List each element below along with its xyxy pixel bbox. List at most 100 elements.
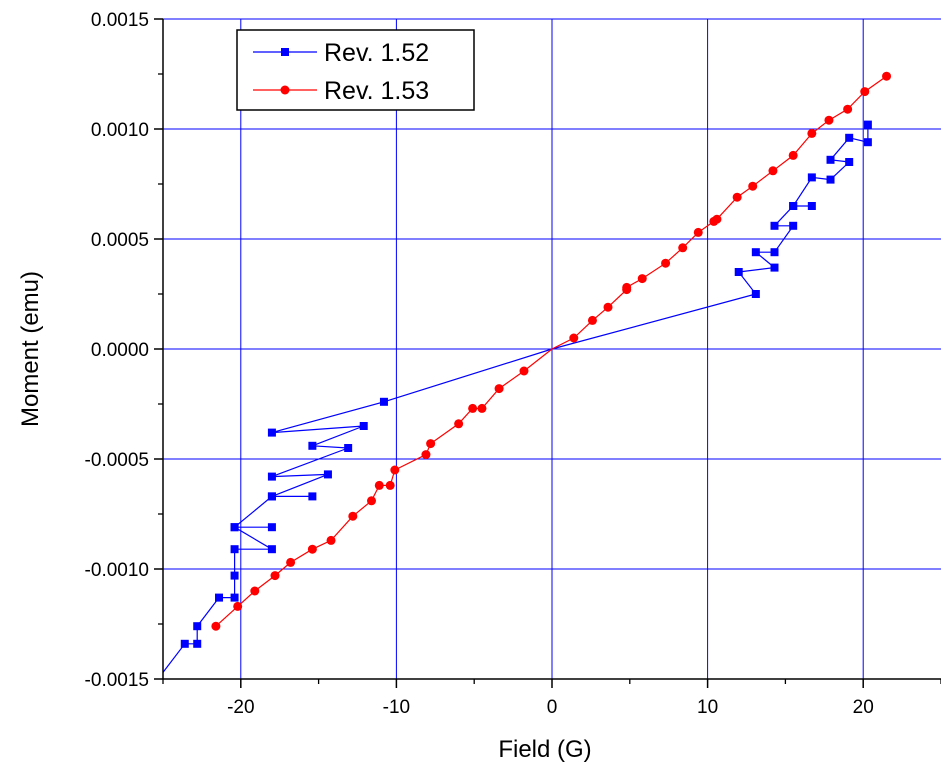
y-tick-label: 0.0010 xyxy=(91,120,149,141)
data-point-square xyxy=(863,120,872,129)
data-point-circle xyxy=(569,333,579,343)
legend-entry-rev-1-52: Rev. 1.52 xyxy=(253,39,429,67)
data-point-square xyxy=(267,472,276,481)
data-point-circle xyxy=(421,450,431,460)
data-point-square xyxy=(230,593,239,602)
x-tick-label: 0 xyxy=(547,697,558,718)
y-tick-label: -0.0015 xyxy=(85,670,149,691)
data-point-square xyxy=(230,571,239,580)
y-tick-label: 0.0005 xyxy=(91,230,149,251)
data-point-square xyxy=(789,202,798,210)
data-point-circle xyxy=(622,282,632,292)
data-point-circle xyxy=(748,181,758,191)
x-axis-title: Field (G) xyxy=(498,736,591,763)
legend: Rev. 1.52 Rev. 1.53 xyxy=(236,29,475,111)
legend-entry-rev-1-53: Rev. 1.53 xyxy=(253,77,429,105)
data-point-square xyxy=(379,397,388,406)
data-point-square xyxy=(770,221,779,230)
data-point-circle xyxy=(637,274,647,284)
data-point-circle xyxy=(732,192,742,202)
y-tick-label: -0.0005 xyxy=(85,450,149,471)
data-point-circle xyxy=(519,366,529,376)
data-point-square xyxy=(323,470,332,479)
data-point-circle xyxy=(807,128,817,138)
data-point-square xyxy=(215,593,224,602)
data-point-square xyxy=(734,268,743,276)
data-point-circle xyxy=(678,243,688,253)
data-point-square xyxy=(751,248,760,257)
series-layer xyxy=(163,71,892,673)
legend-label: Rev. 1.53 xyxy=(324,77,429,105)
data-point-circle xyxy=(860,87,870,97)
data-point-square xyxy=(308,441,317,450)
ticks: -20 -10 0 10 20 -0.0015 -0.0010 -0.0005 0.0000 0.… xyxy=(85,10,941,718)
data-point-circle xyxy=(385,480,395,490)
y-tick-label: -0.0010 xyxy=(85,560,149,581)
data-point-circle xyxy=(712,214,722,224)
data-point-square xyxy=(267,545,276,554)
data-point-circle xyxy=(286,557,296,567)
data-point-circle xyxy=(426,439,436,449)
data-point-square xyxy=(267,428,276,437)
data-point-square xyxy=(807,202,816,210)
series-rev-1-53 xyxy=(211,71,892,631)
data-point-square xyxy=(193,639,202,648)
data-point-circle xyxy=(390,465,400,475)
data-point-square xyxy=(845,158,854,166)
data-point-square xyxy=(308,492,317,501)
data-point-circle xyxy=(250,586,260,596)
data-point-square xyxy=(267,523,276,532)
legend-box xyxy=(236,29,475,111)
data-point-square xyxy=(359,422,368,430)
data-point-circle xyxy=(233,601,243,611)
series-line xyxy=(163,124,869,673)
data-point-square xyxy=(845,133,854,142)
data-point-square xyxy=(193,622,202,631)
data-point-square xyxy=(267,492,276,501)
data-point-square xyxy=(826,175,835,184)
y-axis-title: Moment (emu) xyxy=(17,271,44,427)
data-point-circle xyxy=(270,571,280,581)
data-point-circle xyxy=(307,544,317,554)
data-point-square xyxy=(344,444,353,452)
data-point-square xyxy=(807,173,816,182)
data-point-circle xyxy=(367,496,377,506)
x-tick-label: 20 xyxy=(853,697,874,718)
data-point-circle xyxy=(768,166,778,176)
data-point-circle xyxy=(494,384,504,394)
data-point-circle xyxy=(454,419,464,429)
data-point-circle xyxy=(824,115,834,125)
series-rev-1-52 xyxy=(163,120,872,673)
y-tick-label: 0.0015 xyxy=(91,10,149,31)
x-tick-label: -20 xyxy=(227,697,254,718)
data-point-circle xyxy=(693,227,703,237)
data-point-square xyxy=(751,290,760,298)
legend-circle-marker xyxy=(280,85,290,95)
data-point-square xyxy=(180,639,189,648)
data-point-circle xyxy=(788,150,798,160)
x-tick-label: -10 xyxy=(383,697,410,718)
data-point-circle xyxy=(477,403,487,413)
data-point-circle xyxy=(468,403,478,413)
data-point-circle xyxy=(587,315,597,325)
data-point-circle xyxy=(882,71,892,81)
legend-square-marker xyxy=(281,48,289,56)
y-tick-label: 0.0000 xyxy=(91,340,149,361)
legend-label: Rev. 1.52 xyxy=(324,39,429,67)
data-point-square xyxy=(770,248,779,257)
data-point-circle xyxy=(603,302,613,312)
data-point-square xyxy=(863,138,872,147)
data-point-square xyxy=(826,155,835,164)
data-point-circle xyxy=(326,535,336,545)
data-point-circle xyxy=(374,480,384,490)
data-point-circle xyxy=(661,258,671,268)
data-point-square xyxy=(230,545,239,554)
data-point-circle xyxy=(211,621,221,631)
data-point-square xyxy=(770,263,779,272)
data-point-square xyxy=(230,523,239,532)
data-point-square xyxy=(789,221,798,230)
data-point-circle xyxy=(348,511,358,521)
x-tick-label: 10 xyxy=(697,697,718,718)
data-point-circle xyxy=(843,104,853,114)
